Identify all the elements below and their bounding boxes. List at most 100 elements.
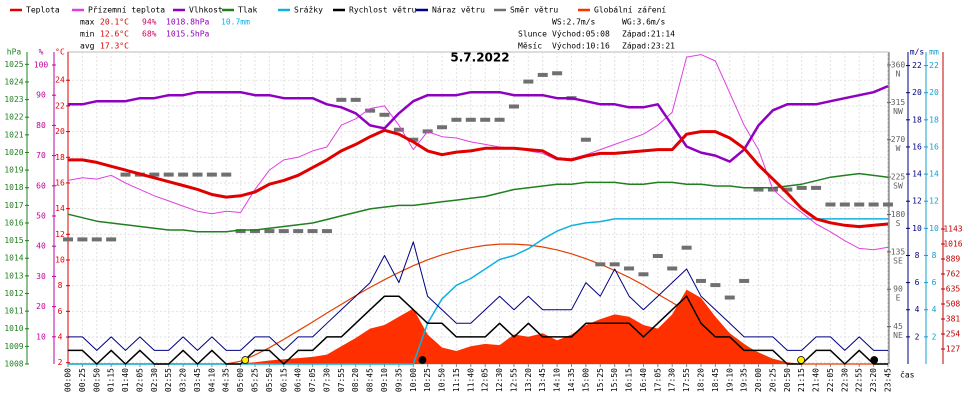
moon-set: Západ:23:21 <box>622 42 675 51</box>
x-tick-label: 13:45 <box>538 368 547 392</box>
series-line <box>68 295 888 365</box>
sun-set-marker <box>797 356 806 364</box>
direction-point <box>206 172 217 177</box>
legend-label: Rychlost větru <box>349 6 417 15</box>
direction-point <box>638 272 649 277</box>
y-tick-label: 1024 <box>4 77 23 86</box>
direction-point <box>264 229 275 234</box>
x-tick-label: 05:25 <box>251 368 260 392</box>
x-tick-label: 06:15 <box>279 368 288 392</box>
x-tick-label: 19:35 <box>740 368 749 392</box>
y-tick-label: 1013 <box>4 271 23 280</box>
y-tick-label: 20 <box>36 302 46 311</box>
y-tick-label: 20 <box>912 88 922 97</box>
x-tick-label: 00:25 <box>78 368 87 392</box>
x-tick-label: 09:35 <box>394 368 403 392</box>
y-tick-label: 8 <box>932 251 937 260</box>
direction-point <box>883 202 893 207</box>
direction-point <box>465 117 476 122</box>
x-tick-label: 22:05 <box>826 368 835 392</box>
moon-set-marker <box>870 356 879 364</box>
direction-point <box>552 71 563 76</box>
direction-point <box>321 229 332 234</box>
x-tick-label: 06:40 <box>294 368 303 392</box>
y-tick-label: 381 <box>946 315 961 324</box>
compass-label: S <box>896 219 901 228</box>
sun-set: Západ:21:14 <box>622 30 675 39</box>
stats-value: 68% <box>142 30 157 39</box>
compass-label: W <box>896 144 901 153</box>
direction-point <box>149 172 160 177</box>
x-tick-label: 14:35 <box>567 368 576 392</box>
x-tick-label: 17:05 <box>653 368 662 392</box>
x-tick-label: 07:30 <box>322 368 331 392</box>
x-tick-label: 15:00 <box>581 368 590 392</box>
y-tick-label: 1010 <box>4 324 23 333</box>
y-tick-label: 18 <box>55 153 65 162</box>
y-tick-label: 22 <box>55 101 65 110</box>
x-tick-label: 03:45 <box>193 368 202 392</box>
sun-label: Slunce <box>518 30 547 39</box>
legend-label: Srážky <box>294 6 323 15</box>
direction-point <box>336 97 347 102</box>
x-tick-label: 17:55 <box>682 368 691 392</box>
radiation-area <box>68 289 888 364</box>
series-line <box>68 218 888 365</box>
x-tick-label: 23:45 <box>884 368 893 392</box>
sun-rise-marker <box>241 356 250 364</box>
y-tick-label: 1008 <box>4 360 23 369</box>
direction-point <box>379 112 390 117</box>
direction-point <box>537 72 548 77</box>
y-tick-label: 6 <box>915 278 920 287</box>
x-tick-label: 04:10 <box>207 368 216 392</box>
direction-point <box>293 229 304 234</box>
x-tick-label: 17:30 <box>668 368 677 392</box>
stats-value: 94% <box>142 18 157 27</box>
direction-point <box>451 117 462 122</box>
direction-point <box>825 202 836 207</box>
x-tick-label: 19:10 <box>725 368 734 392</box>
y-tick-label: 14 <box>912 170 922 179</box>
direction-point <box>710 283 721 288</box>
direction-point <box>796 185 807 190</box>
x-tick-label: 10:25 <box>423 368 432 392</box>
plot-area <box>25 51 945 367</box>
y-tick-label: 1022 <box>4 113 23 122</box>
legend-label: Tlak <box>238 6 257 15</box>
direction-point <box>365 108 376 113</box>
compass-label: SW <box>893 182 903 191</box>
y-tick-label: 40 <box>36 242 46 251</box>
stats-label: avg <box>80 42 95 51</box>
x-tick-label: 11:15 <box>452 368 461 392</box>
direction-point <box>91 237 102 242</box>
x-tick-label: 08:45 <box>366 368 375 392</box>
y-tick-label: 889 <box>946 255 961 264</box>
y-tick-label: 1009 <box>4 342 23 351</box>
moon-rise-marker <box>418 356 427 364</box>
direction-point <box>408 137 419 142</box>
stats-label: max <box>80 18 95 27</box>
y-tick-label: 225 <box>891 173 906 182</box>
direction-point <box>854 202 865 207</box>
y-tick-label: 8 <box>58 281 63 290</box>
x-tick-label: 13:20 <box>524 368 533 392</box>
axis-unit: hPa <box>7 48 22 57</box>
direction-point <box>839 202 850 207</box>
legend-label: Vlhkost <box>189 6 223 15</box>
y-tick-label: 30 <box>36 272 46 281</box>
x-tick-label: 20:50 <box>783 368 792 392</box>
y-tick-label: 1016 <box>943 240 962 249</box>
y-tick-label: 24 <box>55 76 65 85</box>
x-tick-label: 14:10 <box>553 368 562 392</box>
series-line <box>68 128 889 229</box>
y-tick-label: 4 <box>58 333 63 342</box>
x-tick-label: 08:20 <box>351 368 360 392</box>
y-tick-label: 1020 <box>4 148 23 157</box>
direction-point <box>724 295 735 300</box>
compass-label: NE <box>893 331 903 340</box>
direction-point <box>624 266 635 271</box>
y-tick-label: 16 <box>929 142 939 151</box>
direction-point <box>753 187 764 192</box>
direction-point <box>667 266 678 271</box>
x-tick-label: 18:20 <box>696 368 705 392</box>
